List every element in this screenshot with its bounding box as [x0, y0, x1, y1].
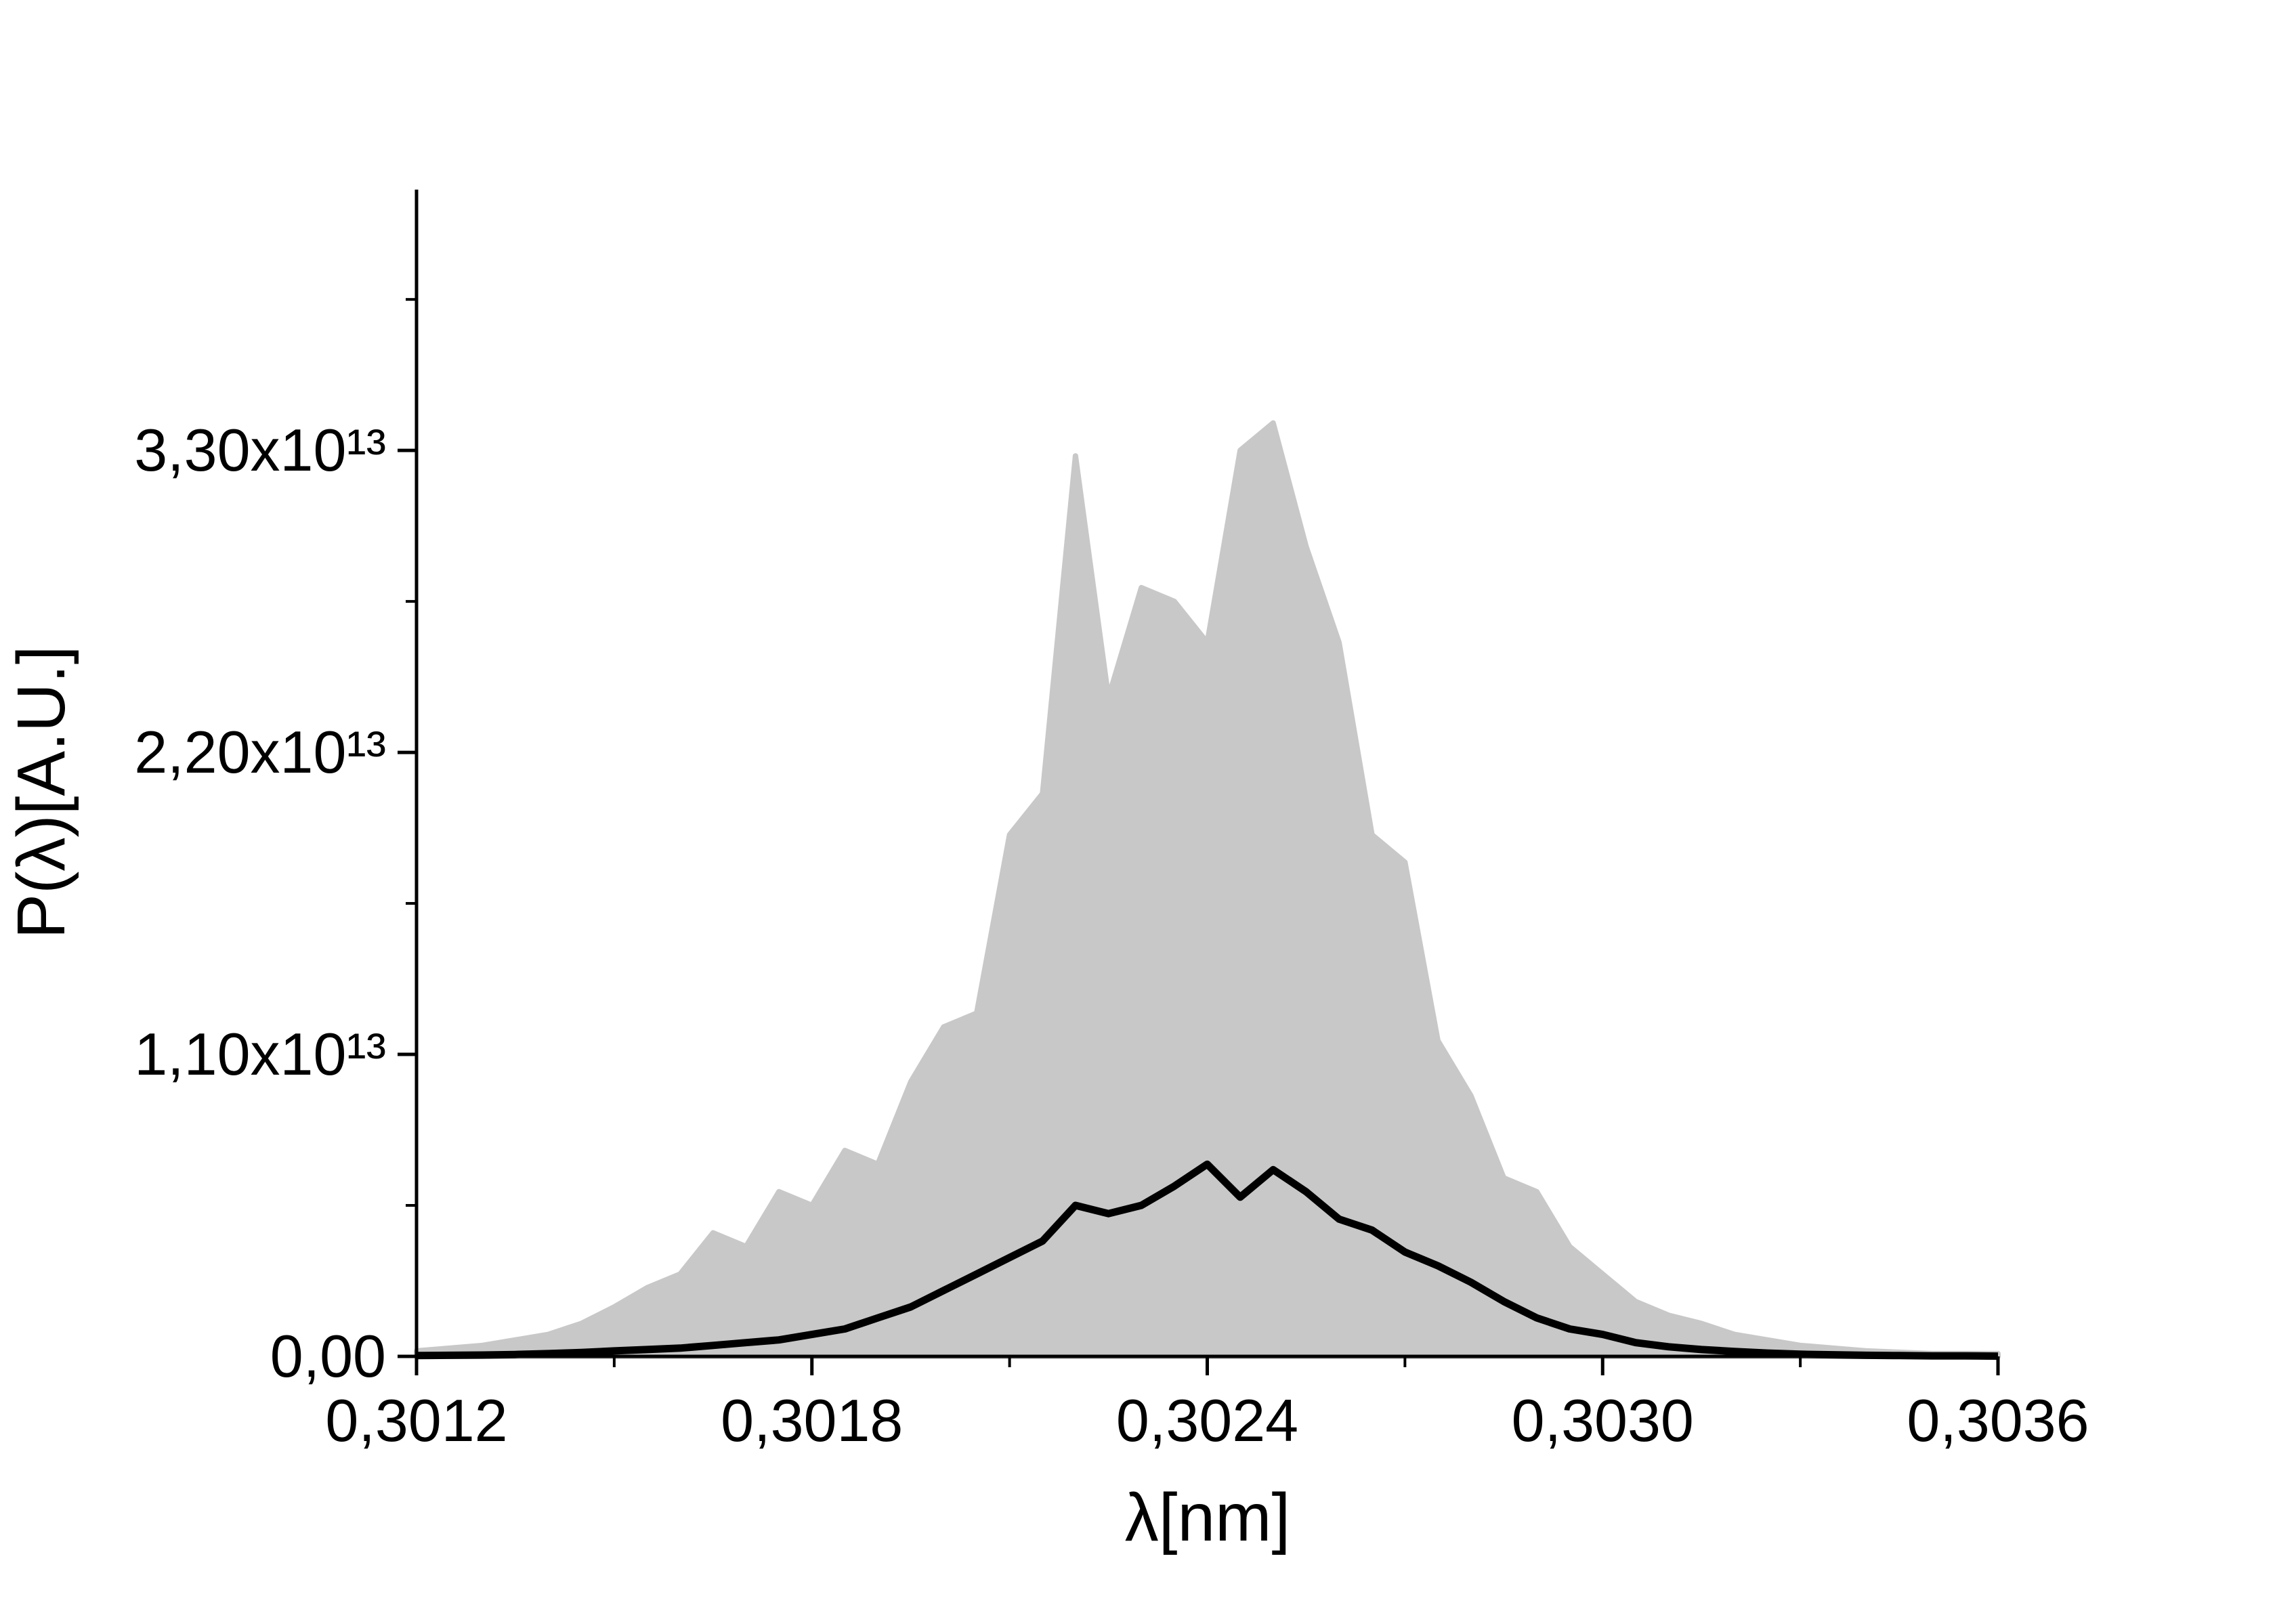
y-tick-label: 0,00 — [270, 1323, 386, 1390]
y-axis-title: P(λ)[A.U.] — [3, 645, 79, 939]
x-tick-label: 0,3036 — [1907, 1387, 2089, 1454]
x-tick-label: 0,3030 — [1512, 1387, 1694, 1454]
y-tick-label: 3,30x10¹³ — [134, 416, 386, 484]
area — [414, 420, 2001, 1359]
line — [416, 1160, 1999, 1360]
x-tick-label: 0,3012 — [325, 1387, 507, 1454]
x-tick-label: 0,3024 — [1116, 1387, 1298, 1454]
y-tick-label: 1,10x10¹³ — [134, 1021, 386, 1088]
x-tick-label: 0,3018 — [721, 1387, 903, 1454]
x-axis-title: λ[nm] — [1125, 1480, 1290, 1555]
y-tick-label: 2,20x10¹³ — [134, 718, 386, 786]
